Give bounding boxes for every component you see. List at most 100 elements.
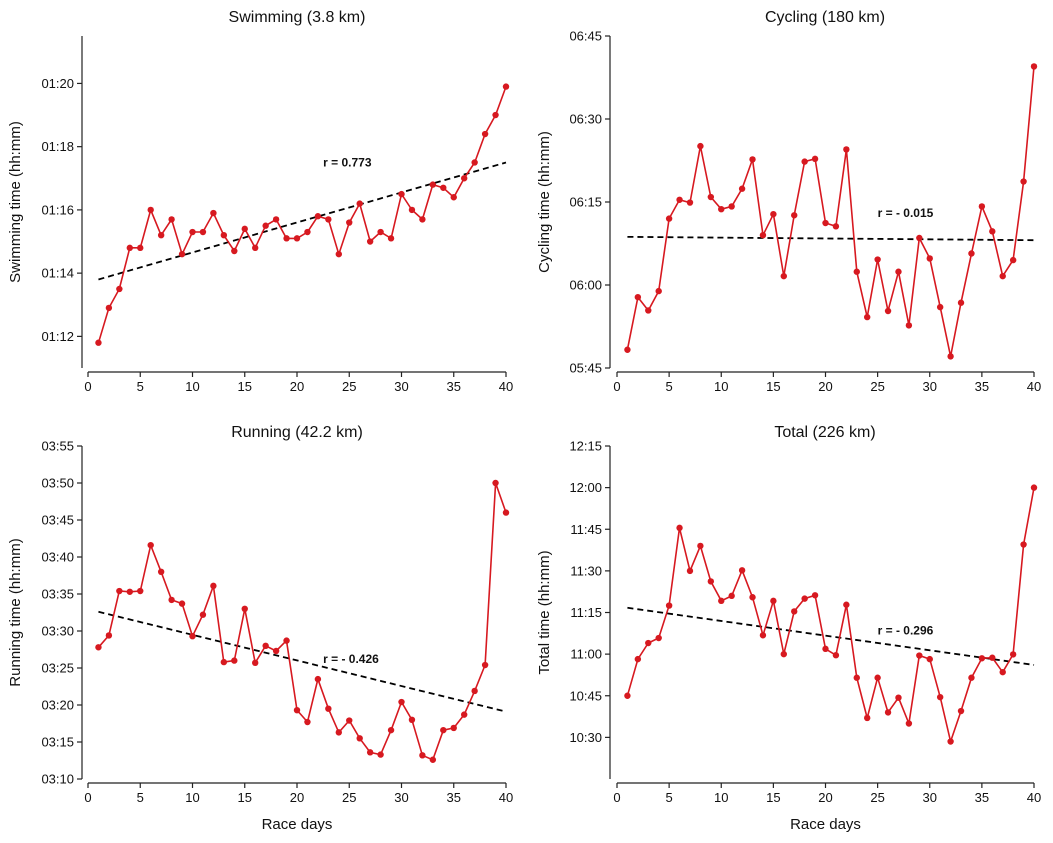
data-point <box>502 509 510 516</box>
x-tick-label: 0 <box>84 790 91 805</box>
data-point <box>387 726 395 734</box>
data-point <box>440 726 447 734</box>
data-point <box>105 304 113 312</box>
data-point <box>968 250 975 257</box>
data-point <box>749 594 756 601</box>
data-point <box>252 244 259 252</box>
data-point <box>895 694 902 701</box>
data-point <box>707 578 715 585</box>
data-point <box>853 674 860 681</box>
x-tick-label: 30 <box>923 790 937 805</box>
data-point <box>252 659 259 667</box>
x-tick-label: 15 <box>238 379 252 394</box>
y-tick-label: 03:15 <box>41 735 74 750</box>
y-tick-label: 03:35 <box>41 587 74 602</box>
data-point <box>419 752 426 759</box>
data-point <box>905 720 913 727</box>
data-point <box>325 216 332 223</box>
data-point <box>450 724 457 732</box>
data-point <box>471 687 478 695</box>
data-point <box>440 184 447 191</box>
data-point <box>178 600 186 607</box>
x-tick-label: 40 <box>1027 790 1041 805</box>
data-point <box>304 718 311 726</box>
x-tick-label: 0 <box>613 379 620 394</box>
data-point <box>624 346 631 353</box>
data-point <box>105 632 113 639</box>
data-point <box>366 238 374 245</box>
data-point <box>398 190 405 198</box>
data-point <box>676 524 683 532</box>
y-tick-label: 03:50 <box>41 476 74 491</box>
y-tick-label: 03:55 <box>41 439 74 454</box>
data-point <box>95 339 102 346</box>
data-point <box>283 637 290 644</box>
x-tick-label: 15 <box>766 379 780 394</box>
y-tick-label: 03:40 <box>41 550 74 565</box>
y-tick-label: 11:15 <box>570 605 602 620</box>
data-point <box>665 602 673 609</box>
x-tick-label: 35 <box>447 790 461 805</box>
y-tick-label: 11:00 <box>570 647 602 662</box>
chart-panel-3: Running (42.2 km) 03:10 03:15 03:20 03:25 03:… <box>7 424 513 833</box>
series-line <box>97 482 507 761</box>
data-point <box>947 738 954 745</box>
y-tick-label: 03:10 <box>41 772 74 787</box>
x-tick-label: 15 <box>238 790 252 805</box>
data-point <box>178 250 186 258</box>
data-point <box>978 655 986 662</box>
data-point <box>749 156 756 163</box>
data-point <box>116 285 123 293</box>
data-point <box>957 299 965 306</box>
data-point <box>356 200 363 207</box>
x-tick-label: 0 <box>84 379 91 394</box>
data-point <box>335 729 342 736</box>
data-point <box>199 611 207 618</box>
data-point <box>1020 541 1027 548</box>
series-line <box>626 66 1035 357</box>
data-point <box>241 605 248 612</box>
x-tick-label: 10 <box>185 790 199 805</box>
data-point <box>853 268 860 275</box>
data-point <box>283 235 290 242</box>
chart-panel-4: Total (226 km) 10:30 10:45 11:00 11:15 11:30 1… <box>536 424 1041 833</box>
x-tick-label: 40 <box>499 379 513 394</box>
data-point <box>346 717 353 724</box>
data-point <box>126 244 133 252</box>
data-point <box>408 716 416 723</box>
x-tick-label: 35 <box>447 379 461 394</box>
y-tick-label: 11:30 <box>570 563 602 578</box>
x-tick-label: 40 <box>499 790 513 805</box>
x-tick-label: 5 <box>137 790 144 805</box>
data-point <box>210 209 217 217</box>
x-tick-label: 15 <box>766 790 780 805</box>
x-tick-label: 35 <box>975 379 989 394</box>
data-point <box>968 674 975 681</box>
x-tick-label: 10 <box>714 790 728 805</box>
x-tick-label: 20 <box>818 379 832 394</box>
data-point <box>718 597 725 605</box>
x-tick-label: 20 <box>290 379 304 394</box>
data-point <box>116 587 123 595</box>
data-point <box>634 293 642 301</box>
y-tick-label: 03:45 <box>41 513 74 528</box>
data-point <box>791 608 798 615</box>
data-point <box>1030 63 1038 70</box>
data-point <box>926 255 933 262</box>
data-point <box>832 652 840 659</box>
x-tick-label: 20 <box>290 790 304 805</box>
x-tick-label: 25 <box>870 790 884 805</box>
data-point <box>989 654 996 661</box>
data-point <box>481 661 489 669</box>
x-tick-label: 40 <box>1027 379 1041 394</box>
data-point <box>634 655 642 663</box>
data-point <box>728 203 735 210</box>
data-point <box>770 597 777 605</box>
x-tick-label: 25 <box>342 379 356 394</box>
data-point <box>325 705 332 712</box>
x-tick-label: 25 <box>870 379 884 394</box>
series-line <box>626 487 1035 745</box>
data-point <box>1030 484 1038 491</box>
y-tick-label: 03:20 <box>41 698 74 713</box>
